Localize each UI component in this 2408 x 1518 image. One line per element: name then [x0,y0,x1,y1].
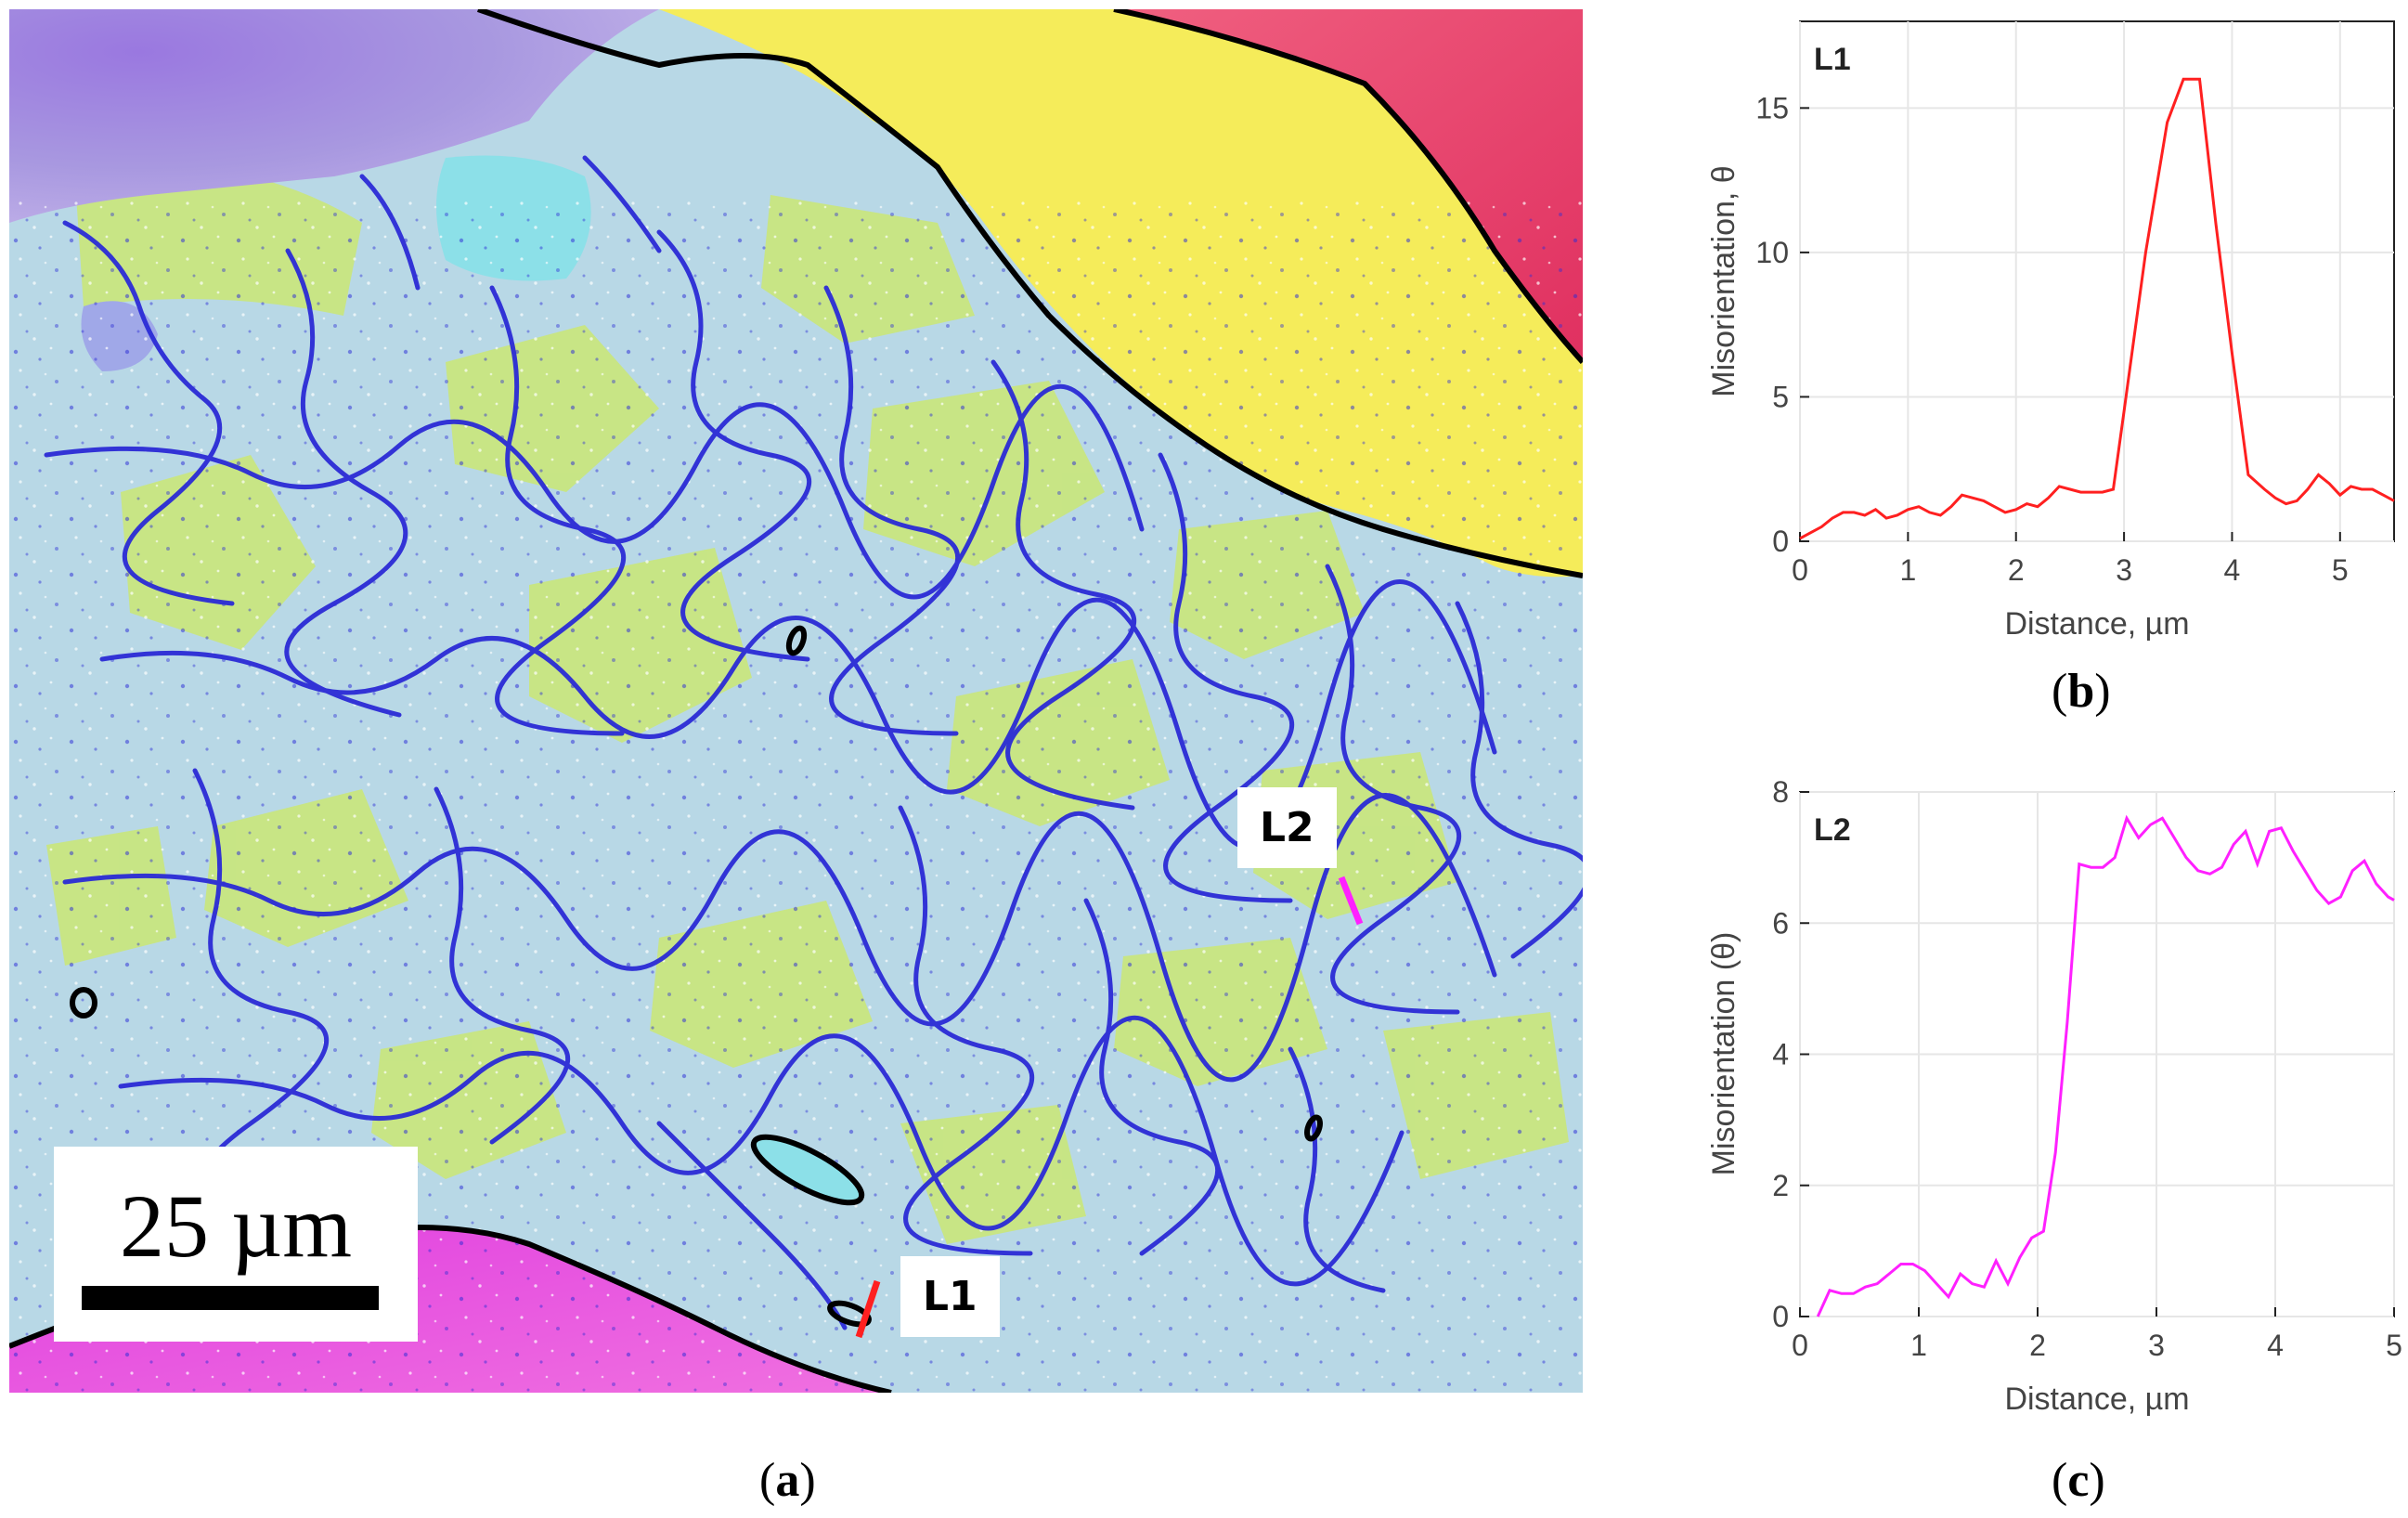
x-tick-label: 4 [2267,1329,2284,1362]
l1-scan-line [855,1279,881,1339]
y-tick-label: 8 [1772,775,1789,809]
y-tick-label: 4 [1772,1038,1789,1071]
panel-label-c: (c) [2052,1454,2105,1507]
l2-misorientation-chart: 0 1 2 3 4 5 0 2 4 6 8 L2 Distance, µm Misorientati… [1706,775,2402,1417]
l2-profile-line [1816,814,2395,1317]
y-tick-label: 2 [1772,1169,1789,1202]
map-label-l2: L2 [1237,787,1337,868]
scale-bar-label: 25 µm [120,1176,352,1276]
x-tick-label: 2 [2008,553,2025,587]
l1-profile-line [1799,77,2395,540]
y-tick-label: 15 [1755,91,1789,124]
x-axis-label: Distance, µm [2004,606,2189,642]
y-axis-label: Misorientation (θ) [1706,932,1741,1176]
y-tick-label: 6 [1772,906,1789,940]
x-tick-label: 2 [2029,1329,2046,1362]
y-tick-label: 5 [1772,380,1789,413]
y-axis-label: Misorientation, θ [1706,165,1741,396]
y-tick-label: 0 [1772,525,1789,558]
x-tick-label: 3 [2116,553,2132,587]
scale-bar: 25 µm [54,1147,418,1342]
x-tick-label: 5 [2332,553,2349,587]
y-tick-label: 0 [1772,1300,1789,1333]
l2-scan-line [1338,876,1364,926]
chart-title: L2 [1814,812,1851,848]
x-tick-label: 0 [1792,553,1808,587]
scale-bar-line [82,1286,379,1310]
x-tick-label: 0 [1792,1329,1808,1362]
x-tick-label: 1 [1910,1329,1927,1362]
x-tick-label: 5 [2386,1329,2402,1362]
x-tick-label: 1 [1899,553,1916,587]
panel-label-b: (b) [2052,665,2111,718]
plot-frame [1799,20,2395,542]
x-tick-label: 4 [2224,553,2241,587]
l1-misorientation-chart: 0 1 2 3 4 5 0 5 10 15 L1 Distance, µm Misorientat… [1706,20,2395,642]
x-tick-label: 3 [2148,1329,2165,1362]
x-axis-label: Distance, µm [2004,1382,2189,1417]
map-label-l1: L1 [900,1256,1000,1337]
y-tick-label: 10 [1755,236,1789,269]
chart-title: L1 [1814,42,1851,77]
panel-label-a: (a) [759,1454,816,1507]
